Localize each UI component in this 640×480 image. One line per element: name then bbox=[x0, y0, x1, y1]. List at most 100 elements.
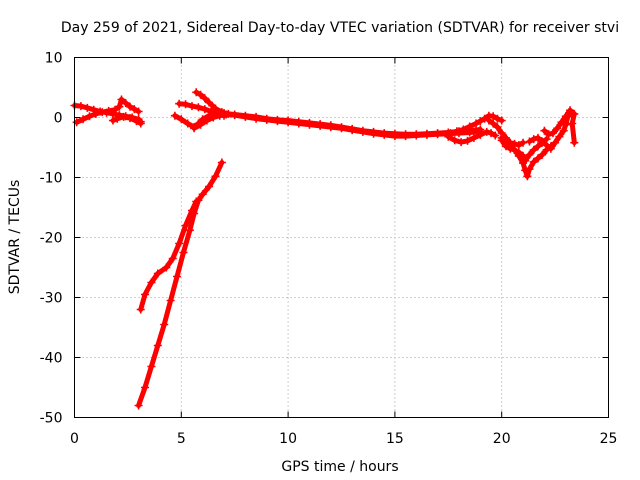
series-track-m bbox=[484, 116, 555, 181]
data-point bbox=[538, 137, 547, 146]
data-point bbox=[192, 88, 201, 97]
data-point bbox=[147, 362, 156, 371]
data-point bbox=[192, 197, 201, 206]
data-point bbox=[529, 145, 538, 154]
data-point bbox=[459, 125, 468, 134]
data-point bbox=[160, 320, 169, 329]
data-point bbox=[200, 105, 209, 114]
data-point bbox=[465, 122, 474, 131]
data-point bbox=[194, 103, 203, 112]
data-point bbox=[316, 120, 325, 129]
data-point bbox=[136, 119, 145, 128]
data-point bbox=[514, 141, 523, 150]
data-point bbox=[187, 206, 196, 215]
data-point bbox=[568, 119, 577, 128]
data-point bbox=[126, 114, 135, 123]
data-point bbox=[162, 263, 171, 272]
data-point bbox=[433, 129, 442, 138]
data-point bbox=[134, 401, 143, 410]
data-point bbox=[205, 98, 214, 107]
data-point bbox=[179, 248, 188, 257]
y-tick-label: -50 bbox=[40, 411, 63, 427]
data-point bbox=[553, 124, 562, 133]
data-point bbox=[534, 133, 543, 142]
data-point bbox=[185, 226, 194, 235]
data-point bbox=[147, 278, 156, 287]
x-tick-label: 15 bbox=[386, 431, 404, 447]
data-point bbox=[262, 114, 271, 123]
data-point bbox=[519, 151, 528, 160]
trace-segment bbox=[176, 223, 189, 246]
data-point bbox=[497, 116, 506, 125]
data-point bbox=[570, 138, 579, 147]
data-point bbox=[115, 102, 124, 111]
data-point bbox=[177, 115, 186, 124]
data-point bbox=[525, 137, 534, 146]
data-point bbox=[358, 126, 367, 135]
y-tick-label: 0 bbox=[54, 111, 63, 127]
data-point bbox=[136, 305, 145, 314]
data-point bbox=[140, 290, 149, 299]
trace-segment bbox=[148, 343, 161, 369]
data-point bbox=[72, 118, 81, 127]
data-point bbox=[153, 269, 162, 278]
data-point bbox=[570, 109, 579, 118]
chart-title: Day 259 of 2021, Sidereal Day-to-day VTE… bbox=[61, 20, 619, 36]
data-point bbox=[205, 182, 214, 191]
data-point bbox=[450, 136, 459, 145]
data-point bbox=[79, 115, 88, 124]
data-point bbox=[523, 172, 532, 181]
data-point bbox=[230, 110, 239, 119]
data-layer bbox=[70, 88, 579, 410]
x-tick-label: 10 bbox=[279, 431, 297, 447]
x-tick-label: 5 bbox=[177, 431, 186, 447]
data-point bbox=[196, 120, 205, 129]
data-point bbox=[119, 112, 128, 121]
data-point bbox=[217, 158, 226, 167]
y-tick-label: -20 bbox=[40, 231, 63, 247]
data-point bbox=[469, 133, 478, 142]
data-point bbox=[390, 129, 399, 138]
data-point bbox=[273, 115, 282, 124]
data-point bbox=[538, 150, 547, 159]
data-point bbox=[489, 119, 498, 128]
y-tick-label: -30 bbox=[40, 291, 63, 307]
data-point bbox=[551, 138, 560, 147]
data-point bbox=[326, 121, 335, 130]
trace-segment bbox=[155, 322, 167, 348]
data-point bbox=[521, 156, 530, 165]
x-tick-label: 0 bbox=[70, 431, 79, 447]
data-point bbox=[294, 117, 303, 126]
y-axis-label: SDTVAR / TECUs bbox=[7, 180, 23, 295]
series-track-p bbox=[540, 106, 579, 147]
data-point bbox=[489, 112, 498, 121]
data-point bbox=[555, 132, 564, 141]
y-tick-label: -40 bbox=[40, 351, 63, 367]
data-point bbox=[506, 138, 515, 147]
data-point bbox=[108, 116, 117, 125]
data-point bbox=[446, 129, 455, 138]
series-track-l bbox=[446, 111, 506, 138]
series-track-c bbox=[108, 112, 145, 128]
data-point bbox=[117, 95, 126, 104]
data-point bbox=[452, 127, 461, 136]
data-point bbox=[140, 383, 149, 392]
data-point bbox=[85, 112, 94, 121]
data-point bbox=[215, 111, 224, 120]
series-track-e bbox=[136, 197, 201, 314]
data-point bbox=[170, 111, 179, 120]
data-point bbox=[284, 116, 293, 125]
data-point bbox=[534, 142, 543, 151]
trace-segment bbox=[170, 241, 182, 261]
trace-segment bbox=[212, 160, 225, 179]
data-point bbox=[544, 130, 553, 139]
trace-segment bbox=[142, 364, 154, 390]
data-point bbox=[422, 129, 431, 138]
data-point bbox=[548, 129, 557, 138]
data-point bbox=[348, 124, 357, 133]
data-point bbox=[183, 119, 192, 128]
data-point bbox=[561, 120, 570, 129]
data-point bbox=[476, 117, 485, 126]
data-point bbox=[369, 127, 378, 136]
data-point bbox=[487, 129, 496, 138]
